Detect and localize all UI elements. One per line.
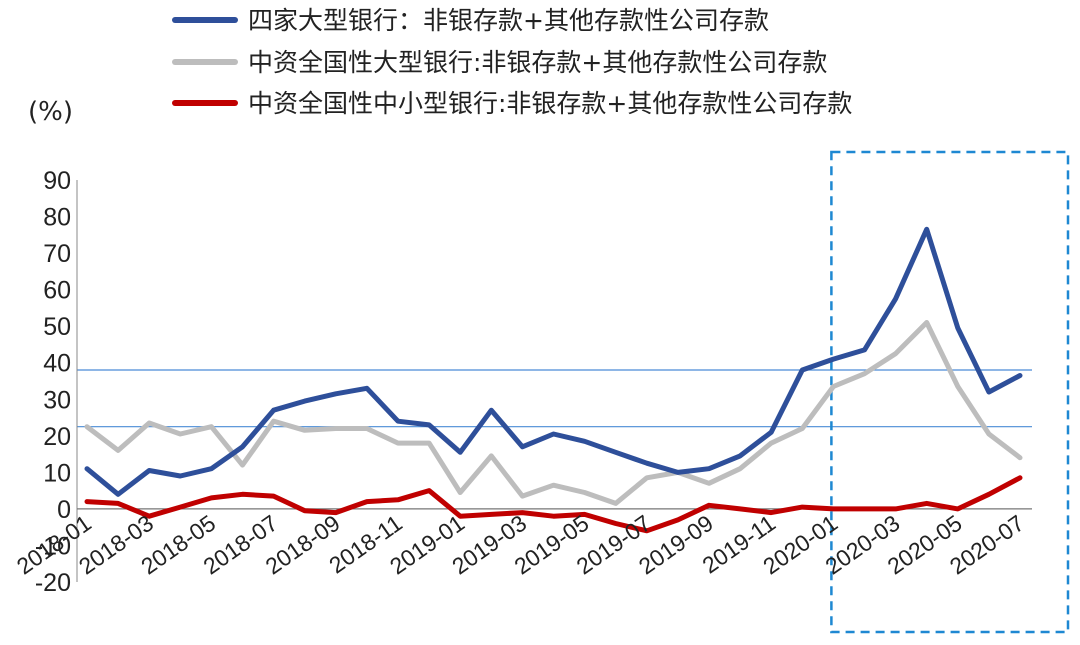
- legend-label-series-3: 中资全国性中小型银行:非银存款+其他存款性公司存款: [248, 89, 852, 118]
- series-line-3: [84, 475, 1023, 534]
- y-tick-label: 30: [43, 386, 71, 414]
- y-tick-label: 60: [43, 277, 71, 305]
- y-tick-label: -10: [35, 532, 71, 560]
- y-tick-label: 40: [43, 350, 71, 378]
- series-line-1: [84, 226, 1023, 497]
- y-tick-label: 70: [43, 240, 71, 268]
- y-tick-label: 0: [57, 496, 71, 524]
- legend-label-series-2: 中资全国性大型银行:非银存款+其他存款性公司存款: [248, 48, 827, 77]
- y-tick-label: 50: [43, 313, 71, 341]
- legend: 四家大型银行：非银存款+其他存款性公司存款 中资全国性大型银行:非银存款+其他存…: [172, 6, 852, 118]
- y-tick-label: 20: [43, 423, 71, 451]
- y-tick-label: -20: [35, 569, 71, 597]
- legend-label-series-1: 四家大型银行：非银存款+其他存款性公司存款: [248, 6, 769, 35]
- y-tick-label: 10: [43, 459, 71, 487]
- series-line-2: [84, 320, 1023, 506]
- y-tick-label: 80: [43, 204, 71, 232]
- y-tick-label: 90: [43, 167, 71, 195]
- y-axis-unit-label: (%): [28, 97, 73, 127]
